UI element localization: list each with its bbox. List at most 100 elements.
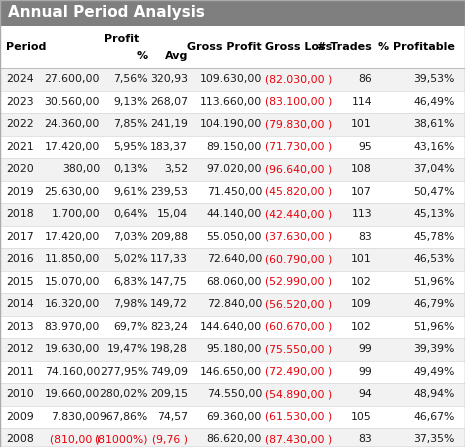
Text: 268,07: 268,07 bbox=[150, 97, 188, 107]
Text: 146.650,00: 146.650,00 bbox=[200, 367, 262, 377]
Text: 50,47%: 50,47% bbox=[413, 187, 455, 197]
Text: 89.150,00: 89.150,00 bbox=[206, 142, 262, 152]
Text: 2018: 2018 bbox=[6, 209, 33, 219]
Text: 97.020,00: 97.020,00 bbox=[206, 164, 262, 174]
Text: 95: 95 bbox=[358, 142, 372, 152]
Text: (37.630,00 ): (37.630,00 ) bbox=[265, 232, 332, 242]
Bar bbox=[0, 338, 465, 360]
Text: 7,98%: 7,98% bbox=[113, 299, 148, 309]
Text: Gross Profit: Gross Profit bbox=[187, 42, 262, 52]
Bar bbox=[0, 405, 465, 428]
Text: 55.050,00: 55.050,00 bbox=[206, 232, 262, 242]
Text: 48,94%: 48,94% bbox=[414, 389, 455, 399]
Text: 7,56%: 7,56% bbox=[113, 74, 148, 84]
Text: (52.990,00 ): (52.990,00 ) bbox=[265, 277, 332, 287]
Text: 30.560,00: 30.560,00 bbox=[45, 97, 100, 107]
Text: 209,15: 209,15 bbox=[150, 389, 188, 399]
Text: 6,83%: 6,83% bbox=[113, 277, 148, 287]
Text: 19.660,00: 19.660,00 bbox=[45, 389, 100, 399]
Text: 43,16%: 43,16% bbox=[414, 142, 455, 152]
Text: (54.890,00 ): (54.890,00 ) bbox=[265, 389, 332, 399]
Text: 39,39%: 39,39% bbox=[414, 344, 455, 354]
Text: 2016: 2016 bbox=[6, 254, 33, 264]
Text: 86: 86 bbox=[358, 74, 372, 84]
Bar bbox=[0, 68, 465, 90]
Text: 68.060,00: 68.060,00 bbox=[206, 277, 262, 287]
Text: 380,00: 380,00 bbox=[62, 164, 100, 174]
Text: 198,28: 198,28 bbox=[150, 344, 188, 354]
Text: 17.420,00: 17.420,00 bbox=[45, 142, 100, 152]
Text: 1.700,00: 1.700,00 bbox=[51, 209, 100, 219]
Text: 183,37: 183,37 bbox=[150, 142, 188, 152]
Text: 2023: 2023 bbox=[6, 97, 33, 107]
Text: (87.430,00 ): (87.430,00 ) bbox=[265, 434, 332, 444]
Text: 113.660,00: 113.660,00 bbox=[200, 97, 262, 107]
Text: (83.100,00 ): (83.100,00 ) bbox=[265, 97, 332, 107]
Text: 45,78%: 45,78% bbox=[414, 232, 455, 242]
Text: 5,95%: 5,95% bbox=[113, 142, 148, 152]
Bar bbox=[0, 26, 465, 68]
Text: 94: 94 bbox=[358, 389, 372, 399]
Text: 2019: 2019 bbox=[6, 187, 33, 197]
Text: 102: 102 bbox=[351, 277, 372, 287]
Bar bbox=[0, 383, 465, 405]
Text: 101: 101 bbox=[351, 254, 372, 264]
Text: 144.640,00: 144.640,00 bbox=[200, 322, 262, 332]
Text: 46,49%: 46,49% bbox=[414, 97, 455, 107]
Text: 280,02%: 280,02% bbox=[100, 389, 148, 399]
Text: 11.850,00: 11.850,00 bbox=[45, 254, 100, 264]
Text: 74,57: 74,57 bbox=[157, 412, 188, 422]
Text: 109: 109 bbox=[351, 299, 372, 309]
Text: 2011: 2011 bbox=[6, 367, 33, 377]
Text: # Trades: # Trades bbox=[317, 42, 372, 52]
Text: (61.530,00 ): (61.530,00 ) bbox=[265, 412, 332, 422]
Text: 25.630,00: 25.630,00 bbox=[45, 187, 100, 197]
Text: (96.640,00 ): (96.640,00 ) bbox=[265, 164, 332, 174]
Text: 2013: 2013 bbox=[6, 322, 33, 332]
Text: (42.440,00 ): (42.440,00 ) bbox=[265, 209, 332, 219]
Text: 2009: 2009 bbox=[6, 412, 34, 422]
Bar bbox=[0, 293, 465, 316]
Text: (9,76 ): (9,76 ) bbox=[152, 434, 188, 444]
Text: Avg: Avg bbox=[165, 51, 188, 61]
Text: 117,33: 117,33 bbox=[150, 254, 188, 264]
Bar bbox=[0, 113, 465, 135]
Bar bbox=[0, 225, 465, 248]
Bar bbox=[0, 135, 465, 158]
Text: 19,47%: 19,47% bbox=[106, 344, 148, 354]
Text: 74.550,00: 74.550,00 bbox=[206, 389, 262, 399]
Text: 46,79%: 46,79% bbox=[414, 299, 455, 309]
Bar bbox=[0, 203, 465, 225]
Bar bbox=[0, 360, 465, 383]
Bar bbox=[0, 248, 465, 270]
Text: 39,53%: 39,53% bbox=[414, 74, 455, 84]
Text: 2014: 2014 bbox=[6, 299, 33, 309]
Text: 7,03%: 7,03% bbox=[113, 232, 148, 242]
Text: 24.360,00: 24.360,00 bbox=[45, 119, 100, 129]
Bar bbox=[0, 316, 465, 338]
Text: 37,04%: 37,04% bbox=[413, 164, 455, 174]
Text: (56.520,00 ): (56.520,00 ) bbox=[265, 299, 332, 309]
Text: 2024: 2024 bbox=[6, 74, 33, 84]
Text: 0,13%: 0,13% bbox=[113, 164, 148, 174]
Text: 9,61%: 9,61% bbox=[113, 187, 148, 197]
Text: Gross Loss: Gross Loss bbox=[265, 42, 332, 52]
Text: 83: 83 bbox=[358, 434, 372, 444]
Bar bbox=[0, 428, 465, 447]
Text: 72.640,00: 72.640,00 bbox=[206, 254, 262, 264]
Text: (81000%): (81000%) bbox=[94, 434, 148, 444]
Text: 51,96%: 51,96% bbox=[414, 277, 455, 287]
Text: 2022: 2022 bbox=[6, 119, 33, 129]
Bar bbox=[0, 181, 465, 203]
Bar bbox=[0, 158, 465, 181]
Text: (60.670,00 ): (60.670,00 ) bbox=[265, 322, 332, 332]
Text: Period: Period bbox=[6, 42, 47, 52]
Text: 69.360,00: 69.360,00 bbox=[206, 412, 262, 422]
Text: (75.550,00 ): (75.550,00 ) bbox=[265, 344, 332, 354]
Text: (79.830,00 ): (79.830,00 ) bbox=[265, 119, 332, 129]
Text: 209,88: 209,88 bbox=[150, 232, 188, 242]
Text: %: % bbox=[137, 51, 148, 61]
Text: 2010: 2010 bbox=[6, 389, 34, 399]
Text: 37,35%: 37,35% bbox=[414, 434, 455, 444]
Text: (72.490,00 ): (72.490,00 ) bbox=[265, 367, 332, 377]
